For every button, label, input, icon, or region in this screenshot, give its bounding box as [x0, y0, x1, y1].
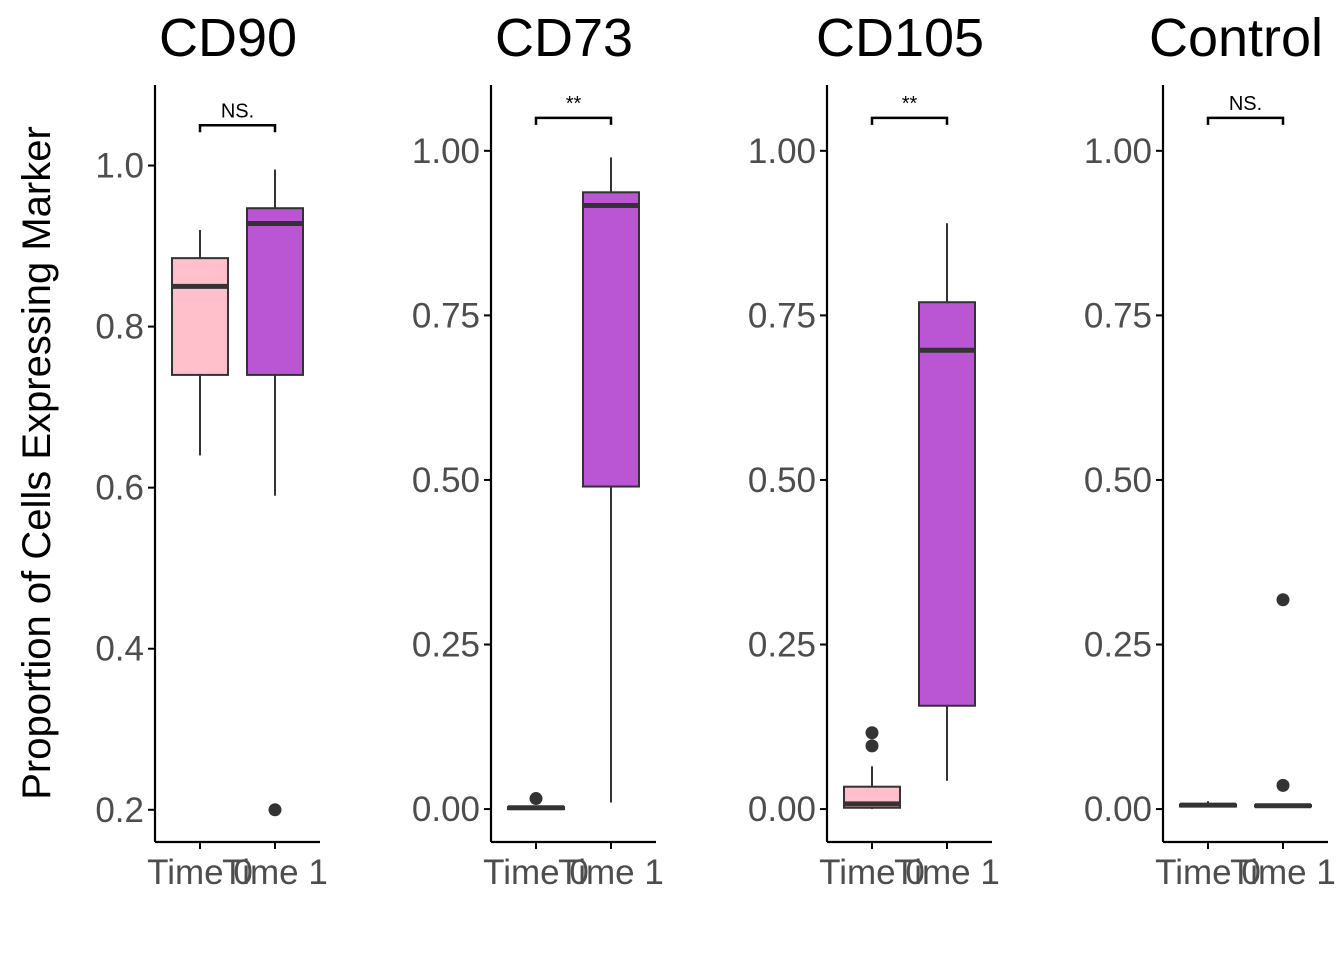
y-tick-label: 0.75: [748, 296, 816, 335]
y-tick-label: 0.50: [748, 461, 816, 500]
y-tick-label: 1.00: [748, 132, 816, 171]
significance-label: **: [902, 93, 918, 115]
box-time0: [1179, 801, 1237, 808]
significance-bracket: [870, 116, 949, 125]
significance-label: **: [566, 93, 582, 115]
significance-label: NS.: [1229, 93, 1262, 115]
outlier-point: [865, 739, 879, 753]
outlier-point: [1276, 593, 1290, 607]
box-iqr: [246, 207, 304, 376]
y-tick-label: 1.00: [1084, 132, 1152, 171]
y-tick-label: 0.25: [748, 626, 816, 665]
y-tick-label: 0.00: [748, 790, 816, 829]
x-tick-label: Time 0: [147, 853, 253, 892]
box-time0: [507, 792, 565, 811]
outlier-point: [268, 803, 282, 817]
y-tick-label: 0.75: [1084, 296, 1152, 335]
y-tick-label: 0.00: [1084, 790, 1152, 829]
box-iqr: [582, 191, 640, 488]
significance-bracket: [534, 116, 613, 125]
box-time1: [1254, 593, 1312, 809]
panel-title: CD105: [816, 8, 984, 68]
outlier-point: [865, 726, 879, 740]
y-tick-label: 0.00: [412, 790, 480, 829]
y-axis-label: Proportion of Cells Expressing Marker: [15, 126, 59, 800]
panel-title: Control: [1149, 8, 1323, 68]
y-tick-label: 0.25: [1084, 626, 1152, 665]
box-iqr: [171, 257, 229, 376]
outlier-point: [529, 792, 543, 806]
box-time1: [918, 223, 976, 781]
significance-bracket: [1206, 116, 1285, 125]
box-time1: [246, 169, 304, 817]
y-tick-label: 1.0: [95, 147, 144, 186]
box-time0: [843, 726, 901, 810]
x-tick-label: Time 0: [1155, 853, 1261, 892]
y-tick-label: 0.50: [412, 461, 480, 500]
y-tick-label: 0.4: [95, 630, 144, 669]
x-tick-label: Time 1: [222, 853, 328, 892]
significance-label: NS.: [221, 100, 254, 122]
outlier-point: [1276, 778, 1290, 792]
x-tick-label: Time 0: [819, 853, 925, 892]
y-tick-label: 0.75: [412, 296, 480, 335]
box-time0: [171, 229, 229, 456]
y-tick-label: 0.2: [95, 791, 144, 830]
x-tick-label: Time 1: [558, 853, 664, 892]
y-tick-label: 0.8: [95, 308, 144, 347]
y-tick-label: 0.25: [412, 626, 480, 665]
x-tick-label: Time 0: [483, 853, 589, 892]
y-tick-label: 0.50: [1084, 461, 1152, 500]
x-tick-label: Time 1: [1230, 853, 1336, 892]
significance-bracket: [198, 124, 277, 133]
y-tick-label: 1.00: [412, 132, 480, 171]
x-tick-label: Time 1: [894, 853, 1000, 892]
panel-title: CD73: [495, 8, 633, 68]
panel-title: CD90: [159, 8, 297, 68]
y-tick-label: 0.6: [95, 469, 144, 508]
box-iqr: [918, 301, 976, 707]
box-time1: [582, 157, 640, 803]
